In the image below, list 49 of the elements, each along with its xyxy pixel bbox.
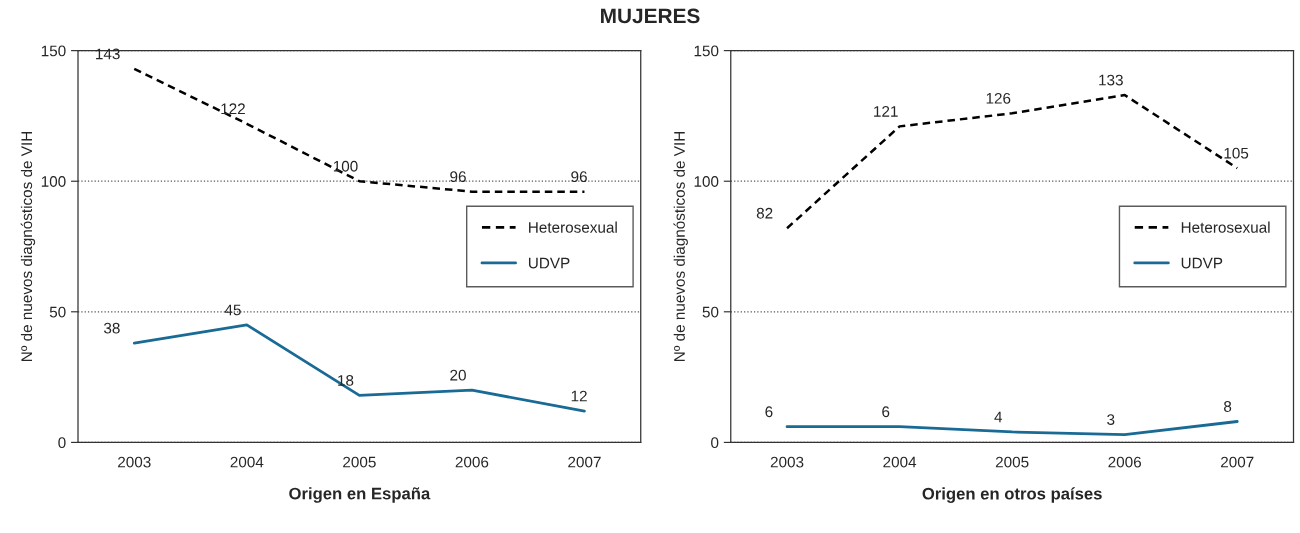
x-axis-title: Origen en España [289,487,431,503]
legend-label: Heterosexual [1181,221,1270,233]
x-tick-label: 2004 [230,456,264,468]
data-label: 82 [756,207,773,219]
line-series [133,67,586,193]
y-axis-title: Nº de nuevos diagnósticos de VIH [20,132,36,361]
data-label: 3 [1107,414,1115,425]
y-tick-label: 0 [58,437,66,449]
legend-label: UDVP [1181,257,1223,269]
y-tick-label: 0 [711,437,719,449]
data-label: 100 [333,160,358,172]
data-label: 20 [450,369,466,381]
data-label: 133 [1099,74,1123,86]
y-tick-label: 150 [41,45,66,57]
data-label: 122 [221,103,245,115]
x-axis-title: Origen en otros países [922,487,1102,503]
line-series [132,323,586,413]
data-label: 96 [571,171,587,183]
chart-title: MUJERES [601,8,700,24]
x-tick-label: 2003 [118,456,151,468]
data-label: 18 [338,374,354,386]
data-label: 45 [224,304,241,316]
data-label: 143 [96,48,120,60]
x-tick-label: 2006 [455,456,489,468]
x-tick-label: 2004 [883,456,917,468]
x-tick-label: 2005 [343,456,376,468]
data-label: 6 [882,406,890,418]
data-label: 126 [986,92,1011,104]
x-tick-label: 2007 [568,456,601,468]
y-tick-label: 50 [702,306,719,318]
y-tick-label: 100 [694,176,719,187]
y-tick-label: 50 [49,306,66,318]
y-tick-label: 150 [694,45,719,57]
legend-label: UDVP [528,257,570,269]
data-label: 12 [571,390,587,402]
y-axis-title: Nº de nuevos diagnósticos de VIH [673,132,688,361]
x-tick-label: 2007 [1221,456,1254,468]
x-tick-label: 2006 [1108,456,1141,468]
data-label: 121 [874,105,898,117]
data-label: 8 [1224,401,1232,412]
data-label: 4 [994,411,1003,423]
legend-label: Heterosexual [529,221,617,233]
y-tick-label: 100 [41,176,66,187]
data-label: 38 [103,322,120,334]
data-label: 96 [450,171,466,183]
x-tick-label: 2005 [995,456,1029,468]
data-label: 105 [1224,147,1249,159]
data-label: 6 [765,406,773,418]
x-tick-label: 2003 [770,456,804,468]
